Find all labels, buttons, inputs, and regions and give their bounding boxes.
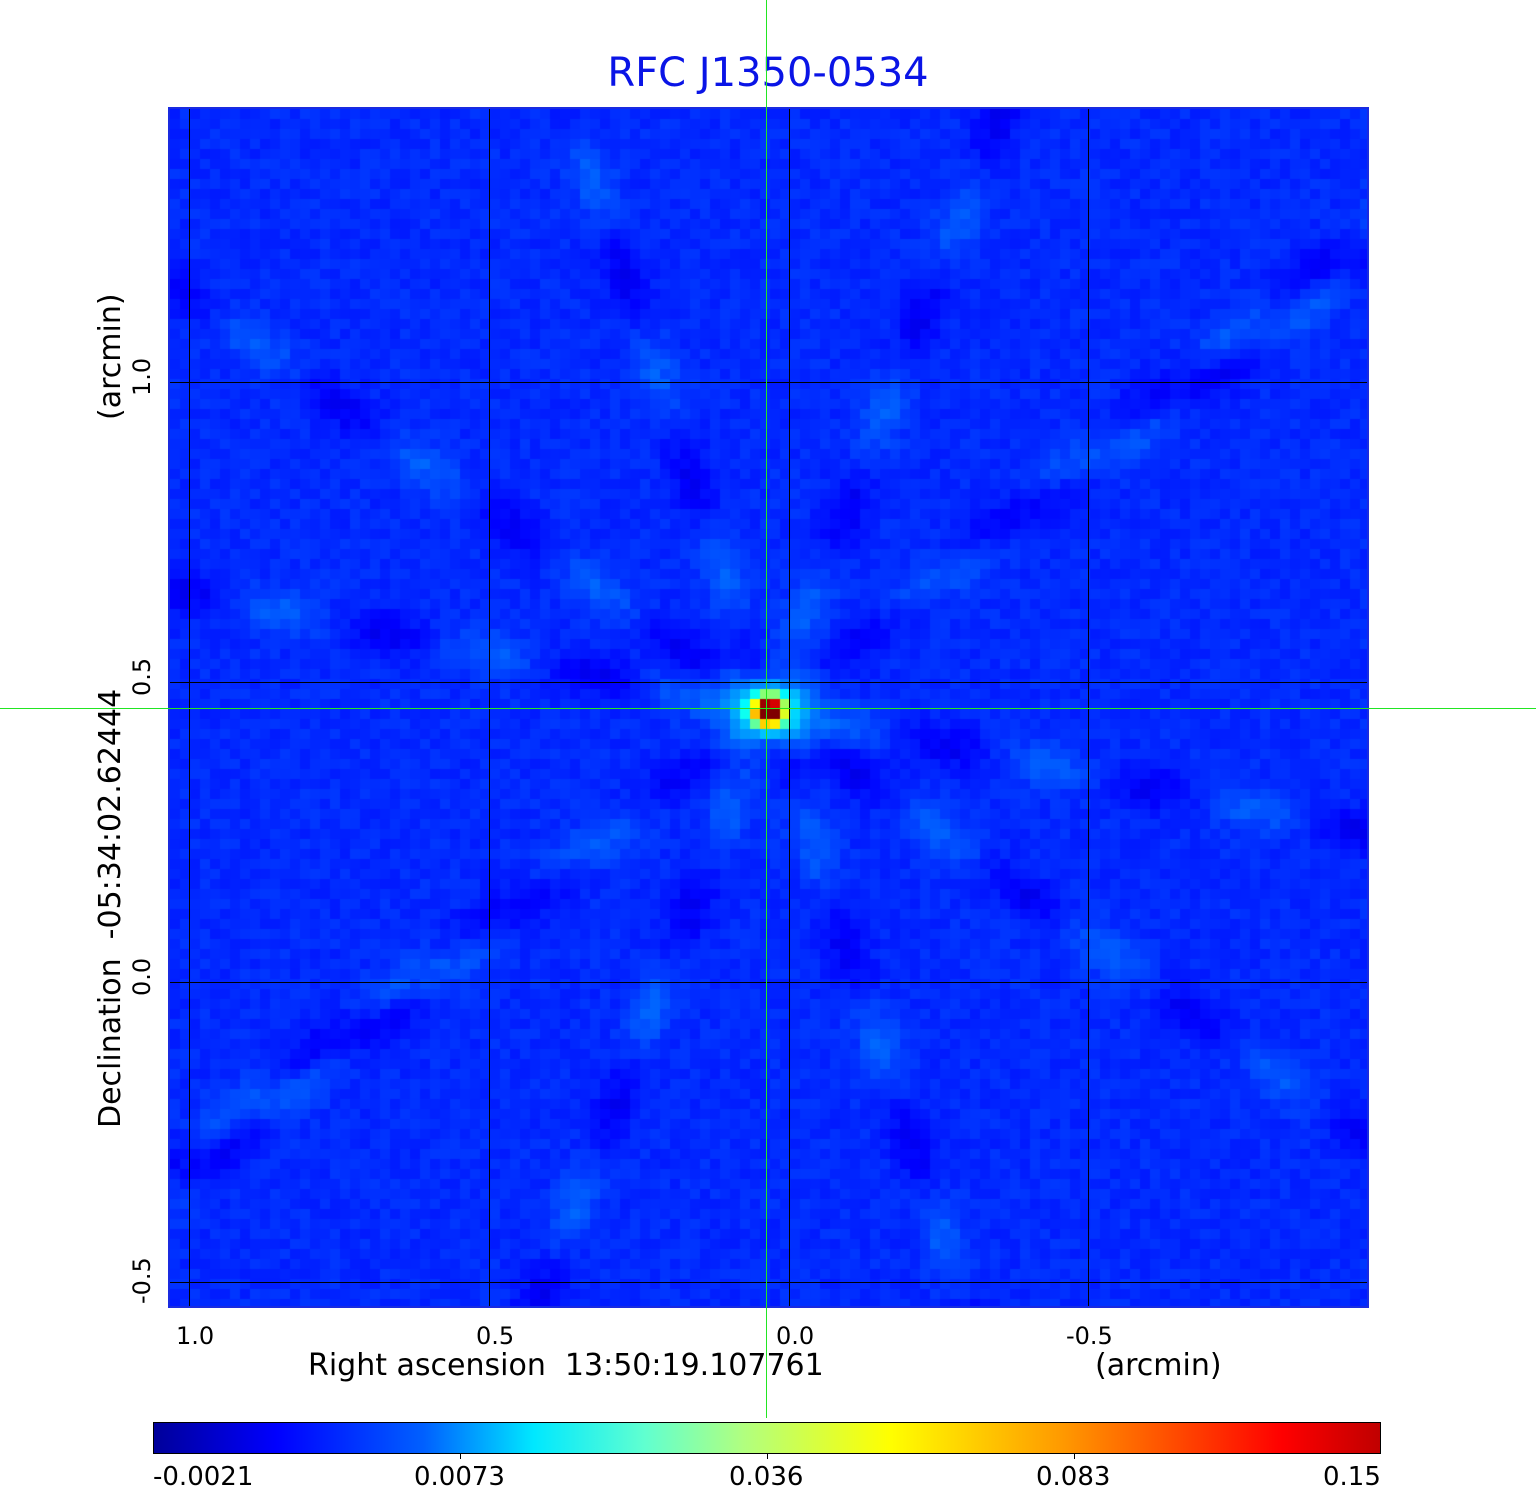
colorbar-tick-label: -0.0021 bbox=[153, 1462, 254, 1492]
colorbar bbox=[153, 1422, 1381, 1454]
crosshair-vertical[interactable] bbox=[766, 0, 767, 1418]
heatmap-canvas bbox=[170, 109, 1367, 1306]
colorbar-tick-label: 0.036 bbox=[729, 1462, 804, 1492]
x-axis-label: Right ascension 13:50:19.107761 bbox=[308, 1348, 824, 1383]
colorbar-tick-label: 0.15 bbox=[1323, 1462, 1381, 1492]
y-tick-label: -0.5 bbox=[128, 1257, 156, 1304]
grid-line-x-0.5 bbox=[489, 109, 490, 1306]
y-axis-label: Declination -05:34:02.62444 bbox=[93, 688, 128, 1128]
x-tick-label: 0.5 bbox=[476, 1322, 515, 1350]
chart-title: RFC J1350-0534 bbox=[607, 50, 929, 96]
x-tick-label: 1.0 bbox=[176, 1322, 215, 1350]
y-axis-unit: (arcmin) bbox=[93, 293, 128, 420]
colorbar-tick bbox=[460, 1454, 461, 1459]
grid-line-y-0.0 bbox=[170, 982, 1367, 983]
y-tick-label: 0.0 bbox=[128, 957, 156, 996]
grid-line-y-0.5 bbox=[170, 682, 1367, 683]
colorbar-tick bbox=[1074, 1454, 1075, 1459]
y-tick-label: 1.0 bbox=[128, 357, 156, 396]
colorbar-tick-label: 0.0073 bbox=[414, 1462, 505, 1492]
x-tick-label: -0.5 bbox=[1066, 1322, 1113, 1350]
colorbar-tick-label: 0.083 bbox=[1036, 1462, 1111, 1492]
sky-image-heatmap[interactable] bbox=[168, 107, 1369, 1308]
grid-line-x-1.0 bbox=[189, 109, 190, 1306]
colorbar-tick bbox=[767, 1454, 768, 1459]
grid-line-x--0.5 bbox=[1088, 109, 1089, 1306]
grid-line-y-1.0 bbox=[170, 382, 1367, 383]
x-axis-unit: (arcmin) bbox=[1095, 1348, 1222, 1383]
grid-line-x-0.0 bbox=[789, 109, 790, 1306]
y-tick-label: 0.5 bbox=[128, 657, 156, 696]
crosshair-horizontal[interactable] bbox=[0, 708, 1536, 709]
grid-line-y--0.5 bbox=[170, 1282, 1367, 1283]
x-tick-label: 0.0 bbox=[776, 1322, 815, 1350]
